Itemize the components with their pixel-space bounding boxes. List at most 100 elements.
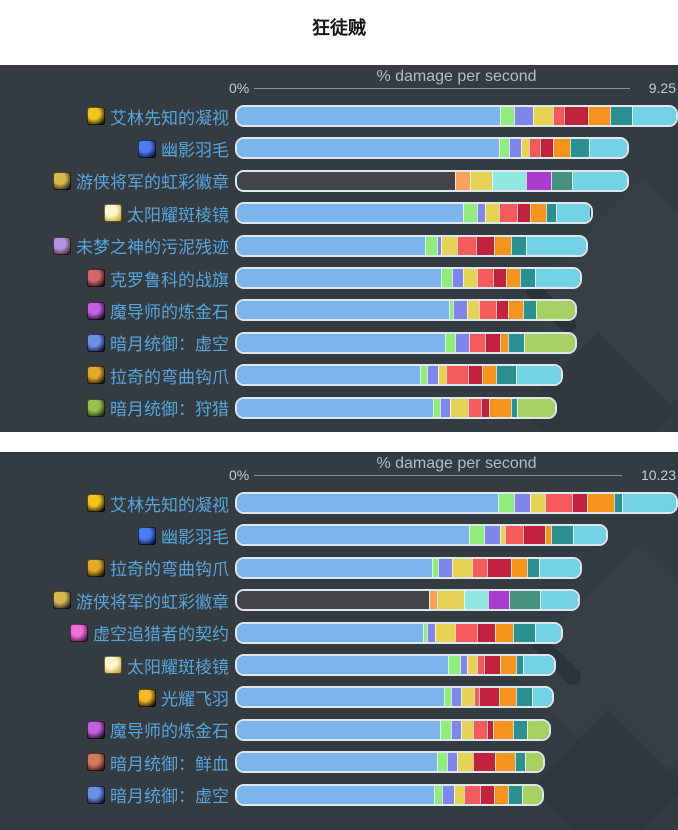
bar-segment-orange xyxy=(494,623,513,642)
bar-segment-salmon xyxy=(454,623,477,642)
item-label: 太阳耀斑棱镜 xyxy=(0,649,229,681)
bar-segment-ygreen xyxy=(535,301,576,320)
stacked-bar xyxy=(235,202,593,225)
bar-segment-base xyxy=(237,688,445,707)
bar-segment-orange xyxy=(494,753,515,772)
chart-row: 游侠将军的虹彩徽章 xyxy=(0,165,678,197)
bar-segment-cyan xyxy=(555,204,591,223)
bar-segment-green xyxy=(419,366,427,385)
bar-segment-orange xyxy=(494,785,509,804)
bar-segment-salmon xyxy=(477,268,494,287)
bar-segment-khaki xyxy=(461,720,474,739)
bar-segment-khaki xyxy=(467,655,478,674)
bar-segment-cyan xyxy=(621,494,676,512)
bar-track xyxy=(235,589,678,612)
item-label-text: 拉奇的弯曲钩爪 xyxy=(110,367,229,387)
bar-segment-crimson xyxy=(478,688,500,707)
bar-track xyxy=(235,686,678,709)
chart-panel-top: % damage per second 0% 9.25 艾林先知的凝视 幽影羽毛游… xyxy=(0,65,678,432)
darkmoon-void-card-icon xyxy=(87,785,105,804)
gold-eye-swirl-icon xyxy=(87,107,105,126)
bar-segment-green xyxy=(463,204,478,223)
bar-segment-green xyxy=(449,301,454,320)
bar-segment-peri xyxy=(437,558,452,577)
bar-segment-peri xyxy=(451,268,464,287)
bar-segment-orange xyxy=(499,688,516,707)
bar-segment-crimson xyxy=(571,494,587,512)
bar-segment-orange xyxy=(587,107,610,125)
item-label-text: 魔导师的炼金石 xyxy=(110,303,229,323)
bar-segment-teal xyxy=(515,655,523,674)
bar-segment-ygreen xyxy=(526,720,549,739)
axis-max-label: 9.25 xyxy=(648,80,676,96)
bar-segment-salmon xyxy=(473,720,488,739)
chart-row: 克罗鲁科的战旗 xyxy=(0,262,678,294)
item-label-text: 未梦之神的污泥残迹 xyxy=(76,238,229,258)
bar-segment-green xyxy=(445,333,456,352)
bar-segment-orange xyxy=(494,236,511,255)
bar-segment-crimson xyxy=(495,301,509,320)
bar-segment-teal xyxy=(507,333,524,352)
item-label: 暗月统御：狩猎 xyxy=(0,392,229,424)
stacked-bar xyxy=(235,299,578,322)
bar-track xyxy=(235,234,678,257)
bar-track xyxy=(235,299,678,322)
bar-segment-sage xyxy=(508,591,541,610)
bar-segment-teal xyxy=(613,494,622,512)
stacked-bar xyxy=(235,718,551,741)
bar-segment-khaki xyxy=(467,301,480,320)
bar-segment-green xyxy=(440,720,452,739)
bar-segment-cyan xyxy=(516,366,561,385)
bar-segment-crimson xyxy=(476,236,495,255)
bar-segment-green xyxy=(497,494,515,512)
blue-feather-icon xyxy=(138,526,156,545)
chart-row: 艾林先知的凝视 xyxy=(0,487,678,519)
axis-line xyxy=(254,475,622,476)
bar-segment-salmon xyxy=(479,301,496,320)
bar-segment-green xyxy=(469,526,485,545)
bar-segment-ygreen xyxy=(524,753,543,772)
bar-segment-salmon xyxy=(467,398,482,417)
chart-row: 暗月统御：虚空 xyxy=(0,327,678,359)
bar-segment-peri xyxy=(439,398,450,417)
bar-segment-teal xyxy=(516,688,532,707)
bar-segment-salmon xyxy=(471,558,488,577)
bar-segment-mint xyxy=(491,171,527,190)
bar-segment-khaki xyxy=(435,623,455,642)
gold-eye-swirl-icon xyxy=(87,494,105,513)
axis-line xyxy=(254,88,630,89)
item-label: 暗月统御：虚空 xyxy=(0,779,229,811)
war-banner-icon xyxy=(87,269,105,288)
bar-track xyxy=(235,266,678,289)
item-label: 魔导师的炼金石 xyxy=(0,294,229,326)
item-label: 暗月统御：虚空 xyxy=(0,327,229,359)
bar-segment-cyan xyxy=(534,623,562,642)
bar-segment-salmon xyxy=(553,107,565,125)
chart-row: 虚空追猎者的契约 xyxy=(0,617,678,649)
bar-segment-khaki xyxy=(469,171,492,190)
bar-segment-orange xyxy=(586,494,614,512)
bar-segment-green xyxy=(433,398,440,417)
bar-track xyxy=(235,331,678,354)
bar-segment-green xyxy=(431,558,438,577)
item-label-text: 暗月统御：虚空 xyxy=(110,335,229,355)
bar-segment-salmon xyxy=(445,366,468,385)
bar-track xyxy=(235,202,678,225)
bar-segment-peri xyxy=(484,526,500,545)
bar-segment-sage xyxy=(550,171,572,190)
bar-segment-cyan xyxy=(540,591,579,610)
bar-track xyxy=(235,492,678,514)
stacked-bar xyxy=(235,234,588,257)
bar-segment-khaki xyxy=(451,558,472,577)
gold-hook-icon xyxy=(87,366,105,385)
stacked-bar xyxy=(235,783,544,806)
item-label: 拉奇的弯曲钩爪 xyxy=(0,359,229,391)
bar-segment-khaki xyxy=(440,236,458,255)
bar-segment-salmon xyxy=(457,236,477,255)
chart-row: 暗月统御：鲜血 xyxy=(0,746,678,778)
item-label-text: 魔导师的炼金石 xyxy=(110,722,229,742)
bar-segment-peri xyxy=(447,753,458,772)
bar-segment-crimson xyxy=(473,753,495,772)
bar-segment-green xyxy=(422,623,428,642)
item-label: 幽影羽毛 xyxy=(0,132,229,164)
